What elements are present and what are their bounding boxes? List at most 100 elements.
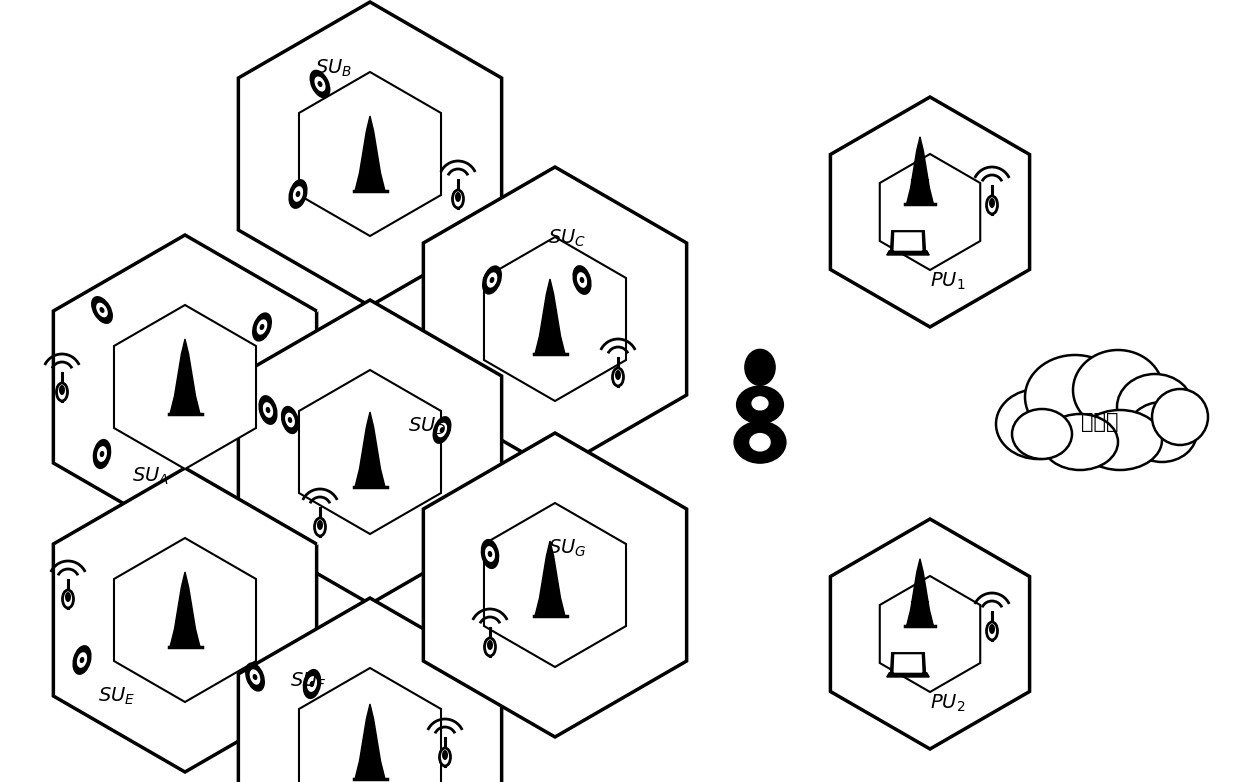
Polygon shape bbox=[894, 233, 921, 250]
Polygon shape bbox=[831, 97, 1029, 327]
Polygon shape bbox=[831, 519, 1029, 749]
Polygon shape bbox=[114, 538, 255, 702]
Ellipse shape bbox=[745, 350, 775, 386]
Ellipse shape bbox=[1073, 350, 1163, 430]
Ellipse shape bbox=[281, 407, 299, 433]
Ellipse shape bbox=[296, 192, 300, 196]
Ellipse shape bbox=[319, 81, 321, 86]
Polygon shape bbox=[906, 137, 934, 204]
Ellipse shape bbox=[310, 70, 330, 98]
Ellipse shape bbox=[440, 428, 444, 432]
Text: $SU_F$: $SU_F$ bbox=[290, 671, 326, 692]
Polygon shape bbox=[238, 300, 502, 604]
Polygon shape bbox=[299, 370, 441, 534]
Ellipse shape bbox=[455, 192, 461, 202]
Polygon shape bbox=[906, 559, 934, 626]
Polygon shape bbox=[238, 598, 502, 782]
Polygon shape bbox=[879, 154, 981, 270]
Ellipse shape bbox=[486, 547, 495, 561]
Ellipse shape bbox=[304, 669, 321, 698]
Ellipse shape bbox=[308, 676, 316, 691]
Ellipse shape bbox=[315, 77, 325, 91]
Text: $SU_D$: $SU_D$ bbox=[408, 416, 446, 437]
Ellipse shape bbox=[750, 433, 770, 451]
Ellipse shape bbox=[246, 663, 264, 691]
Ellipse shape bbox=[734, 421, 786, 463]
Ellipse shape bbox=[93, 439, 110, 468]
Ellipse shape bbox=[990, 198, 994, 208]
Ellipse shape bbox=[753, 397, 768, 410]
Polygon shape bbox=[355, 116, 384, 191]
Polygon shape bbox=[355, 704, 384, 779]
Ellipse shape bbox=[98, 447, 107, 461]
Text: 频谱池: 频谱池 bbox=[1081, 412, 1118, 432]
Ellipse shape bbox=[990, 624, 994, 634]
Text: $SU_C$: $SU_C$ bbox=[548, 228, 587, 249]
Polygon shape bbox=[238, 2, 502, 306]
Polygon shape bbox=[423, 433, 687, 737]
Polygon shape bbox=[879, 576, 981, 692]
Ellipse shape bbox=[613, 368, 624, 386]
Polygon shape bbox=[894, 655, 921, 672]
Ellipse shape bbox=[487, 640, 494, 650]
Ellipse shape bbox=[253, 675, 257, 680]
Ellipse shape bbox=[100, 451, 104, 457]
Polygon shape bbox=[890, 231, 925, 252]
Ellipse shape bbox=[73, 646, 91, 674]
Ellipse shape bbox=[453, 190, 464, 208]
Text: $SU_E$: $SU_E$ bbox=[98, 686, 135, 707]
Text: $SU_A$: $SU_A$ bbox=[131, 466, 169, 487]
Ellipse shape bbox=[289, 418, 291, 422]
Polygon shape bbox=[170, 339, 200, 414]
Ellipse shape bbox=[987, 196, 997, 214]
Polygon shape bbox=[484, 503, 626, 667]
Polygon shape bbox=[299, 668, 441, 782]
Ellipse shape bbox=[987, 622, 997, 640]
Ellipse shape bbox=[1078, 410, 1162, 470]
Polygon shape bbox=[53, 235, 316, 539]
Ellipse shape bbox=[78, 653, 87, 667]
Ellipse shape bbox=[482, 266, 501, 294]
Polygon shape bbox=[114, 305, 255, 469]
Ellipse shape bbox=[100, 308, 104, 312]
Ellipse shape bbox=[737, 386, 784, 424]
Ellipse shape bbox=[253, 313, 272, 341]
Ellipse shape bbox=[487, 273, 497, 287]
Polygon shape bbox=[355, 412, 384, 487]
Ellipse shape bbox=[615, 370, 621, 380]
Ellipse shape bbox=[1152, 389, 1208, 445]
Ellipse shape bbox=[578, 273, 587, 287]
Ellipse shape bbox=[439, 748, 450, 766]
Ellipse shape bbox=[310, 682, 314, 687]
Polygon shape bbox=[423, 167, 687, 471]
Ellipse shape bbox=[81, 658, 83, 662]
Ellipse shape bbox=[481, 540, 498, 569]
Ellipse shape bbox=[490, 278, 494, 282]
Ellipse shape bbox=[64, 592, 71, 602]
Ellipse shape bbox=[258, 320, 267, 334]
Ellipse shape bbox=[294, 187, 303, 201]
Ellipse shape bbox=[1025, 355, 1125, 439]
Ellipse shape bbox=[573, 266, 591, 294]
Ellipse shape bbox=[250, 670, 259, 684]
Ellipse shape bbox=[1042, 414, 1118, 470]
Polygon shape bbox=[299, 72, 441, 236]
Ellipse shape bbox=[62, 590, 73, 608]
Ellipse shape bbox=[259, 396, 277, 424]
Ellipse shape bbox=[260, 325, 264, 329]
Ellipse shape bbox=[60, 385, 64, 395]
Polygon shape bbox=[887, 251, 929, 255]
Polygon shape bbox=[890, 653, 925, 674]
Ellipse shape bbox=[438, 423, 446, 436]
Ellipse shape bbox=[1012, 409, 1073, 459]
Polygon shape bbox=[887, 673, 929, 677]
Polygon shape bbox=[534, 541, 565, 616]
Ellipse shape bbox=[289, 180, 308, 208]
Text: $SU_B$: $SU_B$ bbox=[315, 58, 352, 79]
Ellipse shape bbox=[1117, 374, 1193, 440]
Polygon shape bbox=[53, 468, 316, 772]
Ellipse shape bbox=[489, 551, 491, 557]
Ellipse shape bbox=[433, 417, 451, 443]
Text: $PU_1$: $PU_1$ bbox=[930, 271, 966, 292]
Ellipse shape bbox=[57, 383, 67, 401]
